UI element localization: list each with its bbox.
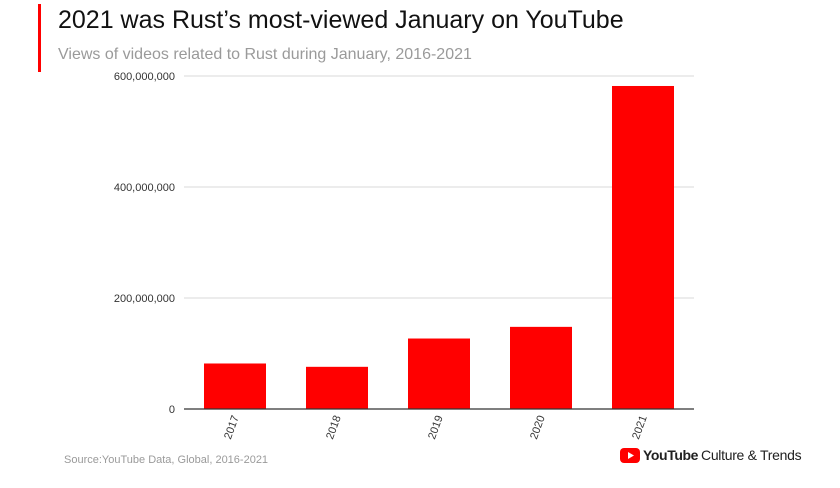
bar-2019 [408, 338, 470, 409]
youtube-play-icon [620, 447, 640, 463]
title-accent-bar [38, 4, 41, 72]
source-note: Source:YouTube Data, Global, 2016-2021 [64, 454, 269, 466]
y-tick-label: 600,000,000 [114, 71, 175, 83]
x-tick-label: 2021 [630, 414, 650, 441]
x-tick-label: 2018 [324, 414, 344, 441]
bar-2021 [612, 85, 674, 410]
x-tick-label: 2019 [426, 414, 446, 441]
y-tick-label: 0 [169, 404, 175, 416]
chart-subtitle: Views of videos related to Rust during J… [58, 46, 472, 63]
x-tick-label: 2020 [528, 414, 548, 441]
bar-2017 [204, 363, 266, 409]
y-tick-label: 200,000,000 [114, 293, 175, 305]
y-tick-label: 400,000,000 [114, 182, 175, 194]
logo-suffix-text: Culture & Trends [701, 447, 802, 463]
bar-2018 [306, 366, 368, 409]
logo-brand-text: YouTube [643, 447, 699, 463]
x-tick-label: 2017 [222, 414, 242, 441]
bar-2020 [510, 326, 572, 409]
chart-title: 2021 was Rust’s most-viewed January on Y… [58, 6, 624, 34]
youtube-culture-trends-logo: YouTube Culture & Trends [620, 447, 802, 463]
